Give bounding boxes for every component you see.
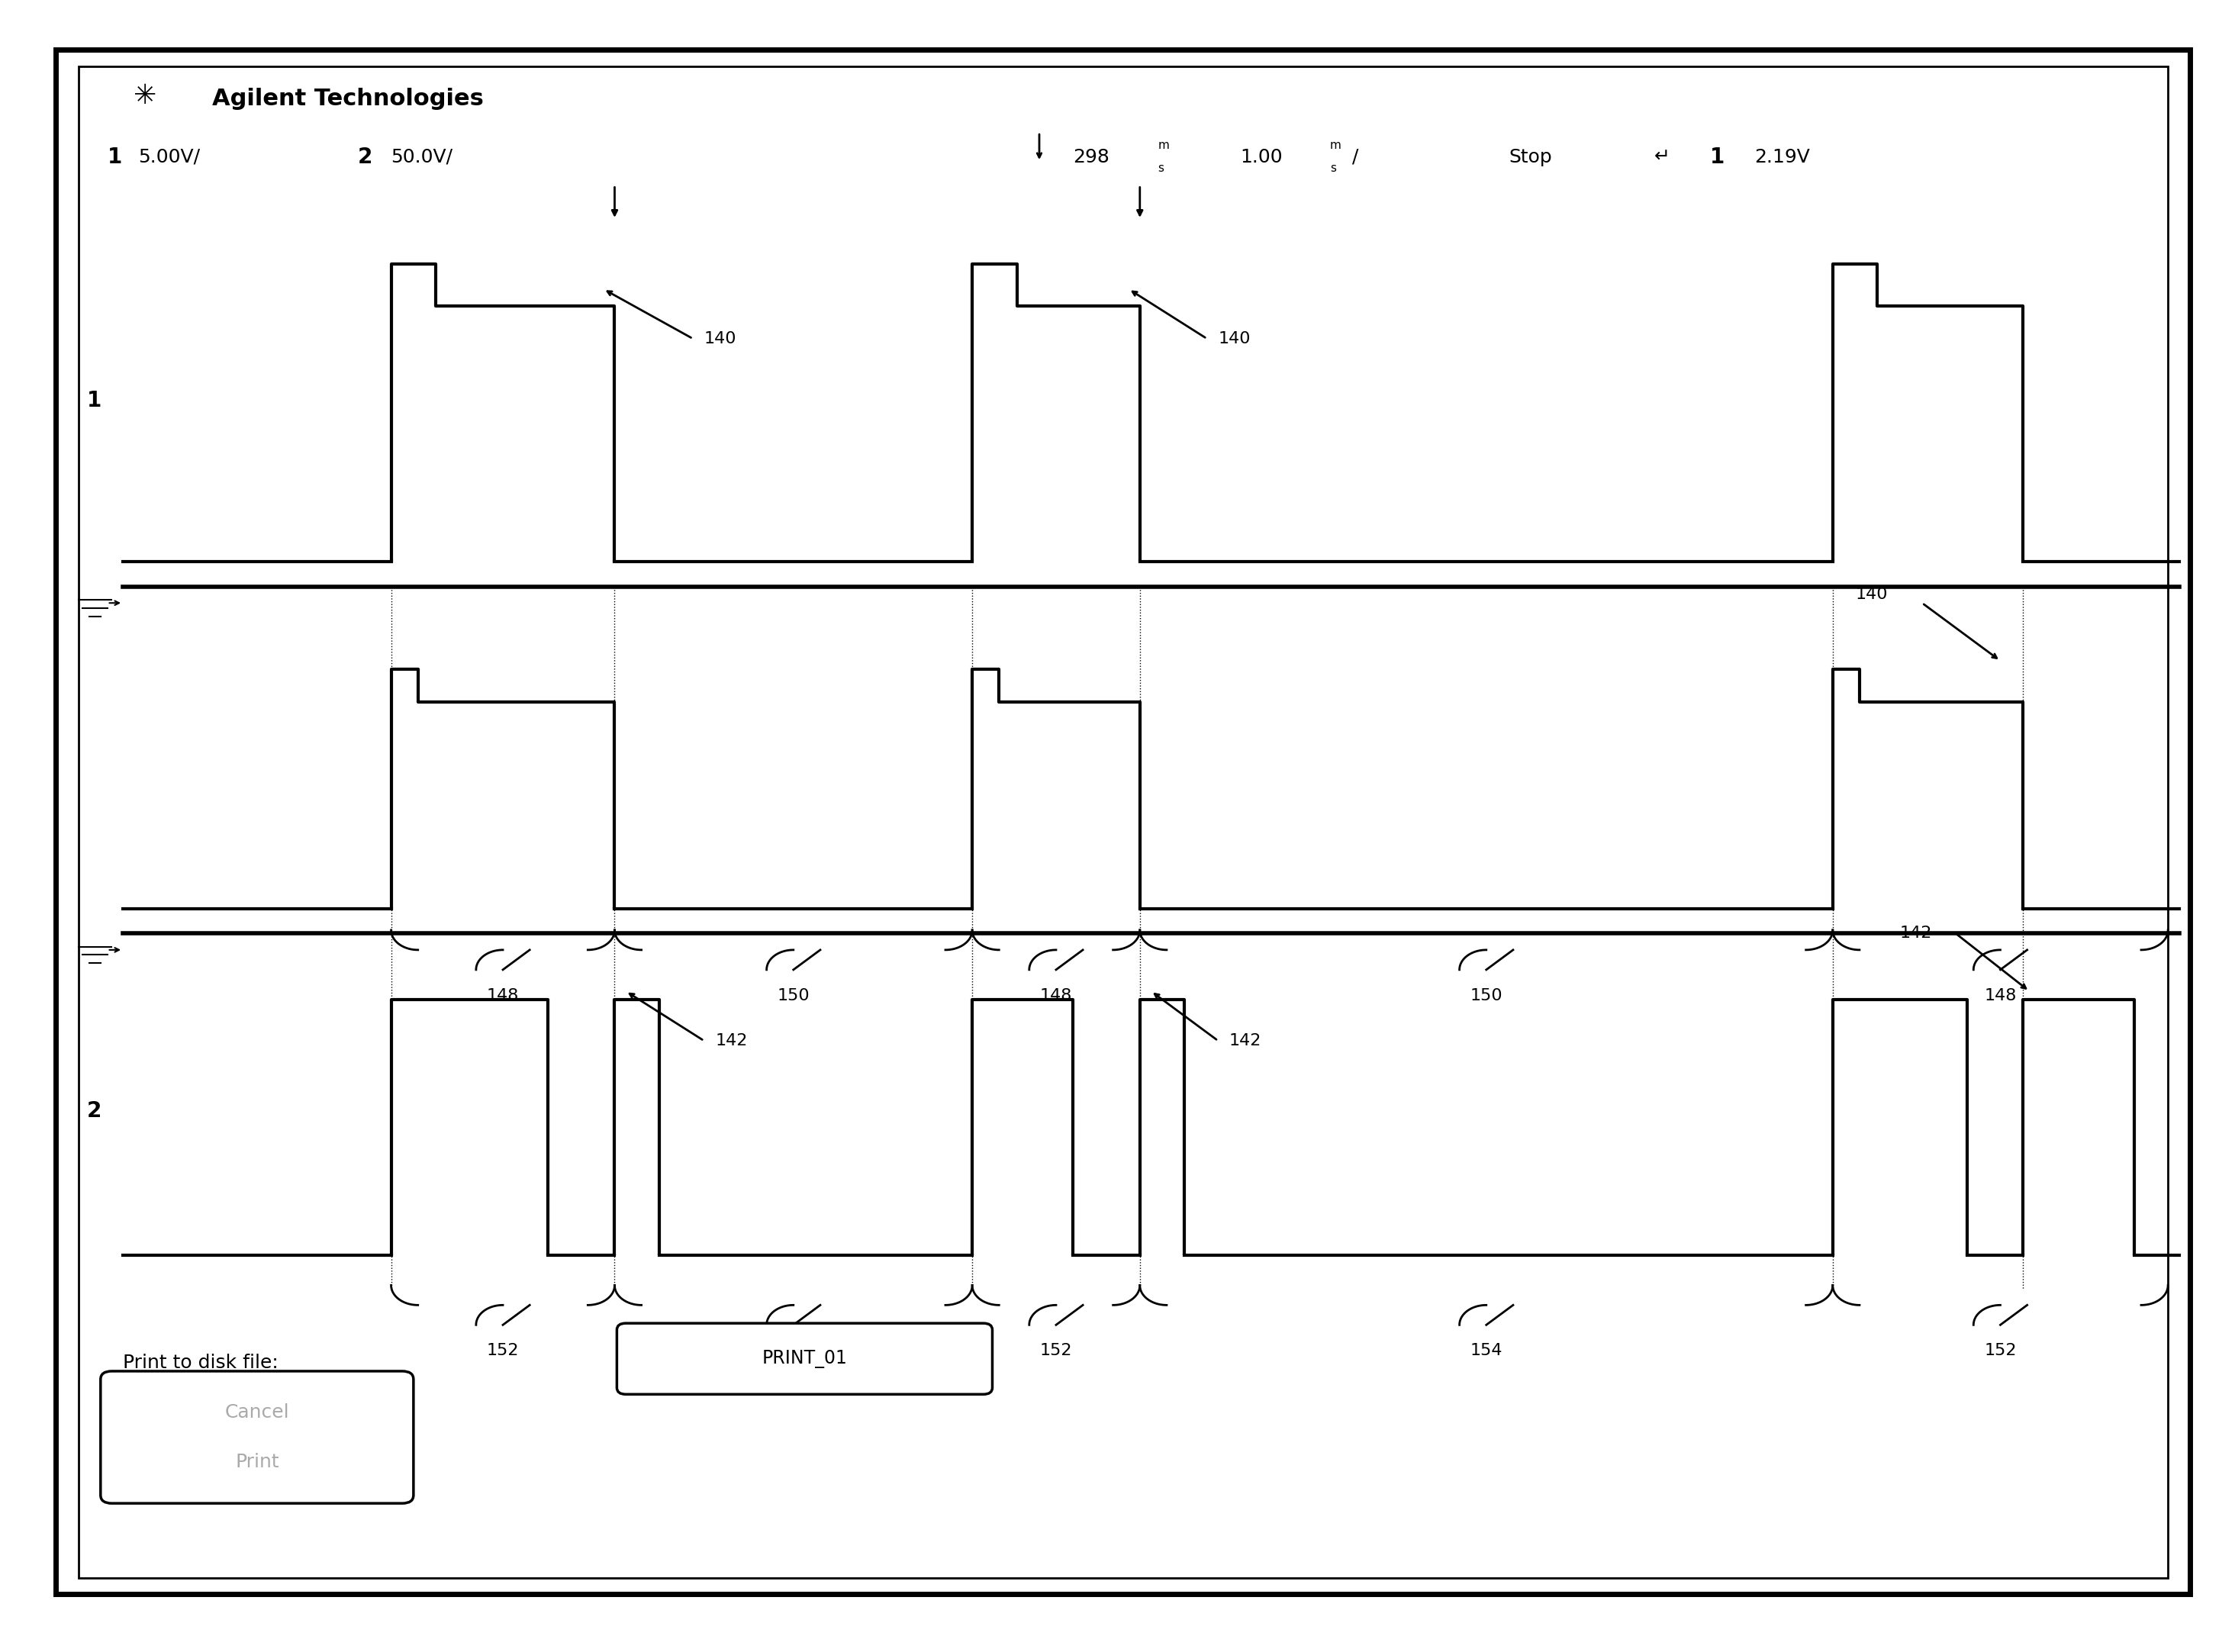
Text: ↵: ↵	[1654, 147, 1670, 167]
Text: 154: 154	[1471, 1343, 1502, 1358]
Text: PRINT_01: PRINT_01	[762, 1350, 847, 1368]
Text: 152: 152	[1039, 1343, 1073, 1358]
Text: /: /	[1352, 147, 1359, 167]
Text: 5.00V/: 5.00V/	[139, 147, 201, 167]
FancyBboxPatch shape	[101, 1371, 413, 1503]
Text: 140: 140	[1855, 586, 1889, 603]
Text: 2: 2	[87, 1100, 101, 1122]
Text: Print: Print	[235, 1452, 279, 1472]
Text: Cancel: Cancel	[226, 1403, 288, 1422]
Text: m: m	[1330, 140, 1341, 150]
Text: 150: 150	[778, 988, 809, 1003]
Text: Stop: Stop	[1509, 147, 1551, 167]
Text: 1.00: 1.00	[1240, 147, 1283, 167]
Text: s: s	[1330, 164, 1337, 173]
Text: 1: 1	[107, 147, 123, 167]
Text: 140: 140	[704, 330, 738, 347]
Text: 142: 142	[715, 1032, 746, 1049]
FancyBboxPatch shape	[617, 1323, 992, 1394]
Text: 2.19V: 2.19V	[1754, 147, 1810, 167]
Text: 1: 1	[87, 390, 101, 411]
Text: 140: 140	[1218, 330, 1252, 347]
Text: 142: 142	[1900, 925, 1931, 942]
Text: s: s	[1158, 164, 1164, 173]
Text: Agilent Technologies: Agilent Technologies	[212, 88, 485, 111]
Text: 154: 154	[778, 1343, 809, 1358]
Text: 152: 152	[1985, 1343, 2016, 1358]
Text: 1: 1	[1710, 147, 1725, 167]
Text: Print to disk file:: Print to disk file:	[123, 1353, 279, 1373]
Text: 2: 2	[358, 147, 373, 167]
Text: 148: 148	[487, 988, 519, 1003]
Text: m: m	[1158, 140, 1169, 150]
Text: 148: 148	[1039, 988, 1073, 1003]
Text: 148: 148	[1985, 988, 2016, 1003]
Text: 142: 142	[1229, 1032, 1261, 1049]
Text: 150: 150	[1471, 988, 1502, 1003]
Text: 298: 298	[1073, 147, 1109, 167]
Text: 50.0V/: 50.0V/	[391, 147, 454, 167]
Text: 152: 152	[487, 1343, 519, 1358]
Text: ✳: ✳	[134, 83, 156, 109]
